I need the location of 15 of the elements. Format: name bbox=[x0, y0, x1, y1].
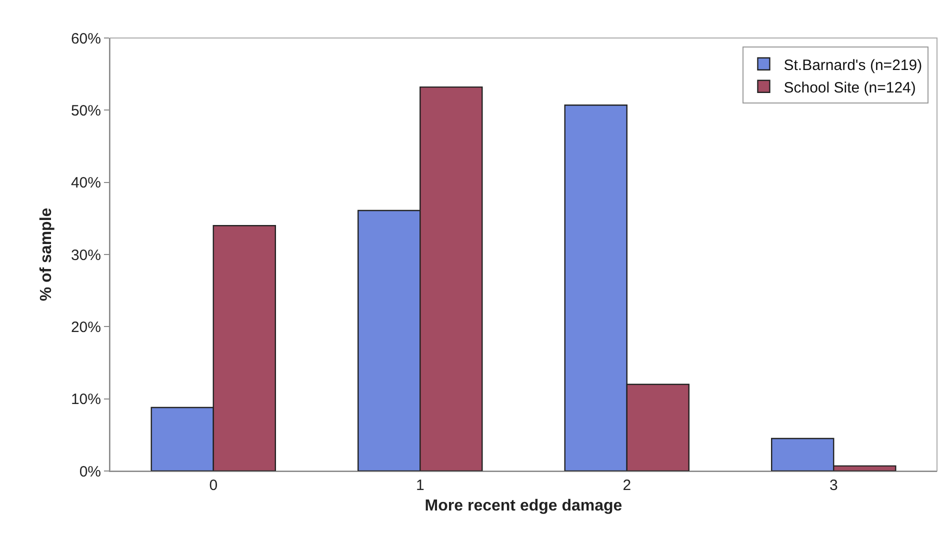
x-tick-label: 0 bbox=[209, 477, 218, 494]
y-tick-label: 0% bbox=[79, 463, 101, 480]
y-tick-label: 60% bbox=[70, 30, 101, 48]
legend-label: St.Barnard's (n=219) bbox=[784, 56, 922, 74]
x-tick-label: 1 bbox=[416, 477, 424, 494]
y-tick-label: 10% bbox=[70, 391, 101, 408]
y-tick-label: 20% bbox=[70, 318, 101, 336]
legend-label: School Site (n=124) bbox=[784, 79, 916, 96]
y-tick-label: 40% bbox=[70, 174, 101, 192]
x-axis-title: More recent edge damage bbox=[424, 498, 622, 515]
y-tick-label: 30% bbox=[70, 246, 101, 264]
x-tick-label: 2 bbox=[622, 477, 632, 494]
y-axis-title: % of sample bbox=[38, 208, 55, 302]
x-tick-label: 3 bbox=[829, 477, 838, 494]
y-tick-label: 50% bbox=[70, 102, 101, 120]
